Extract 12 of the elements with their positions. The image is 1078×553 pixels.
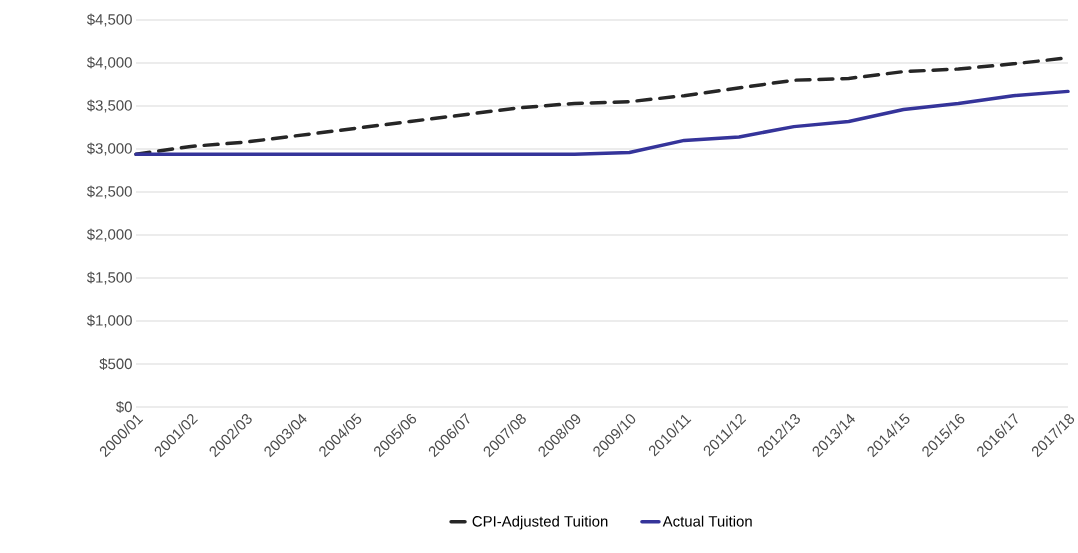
y-tick-label: $500 [99, 357, 132, 371]
y-tick-label: $1,000 [86, 314, 132, 328]
y-tick-label: $3,500 [86, 99, 132, 113]
y-tick-label: $3,000 [86, 142, 132, 156]
y-tick-label: $0 [116, 400, 132, 414]
y-tick-label: $2,000 [86, 228, 132, 242]
y-tick-label: $1,500 [86, 271, 132, 285]
legend-label: CPI-Adjusted Tuition [472, 515, 608, 530]
y-tick-label: $2,500 [86, 185, 132, 199]
y-tick-label: $4,500 [86, 13, 132, 27]
legend-label: Actual Tuition [662, 515, 752, 527]
y-tick-label: $4,000 [86, 56, 132, 70]
